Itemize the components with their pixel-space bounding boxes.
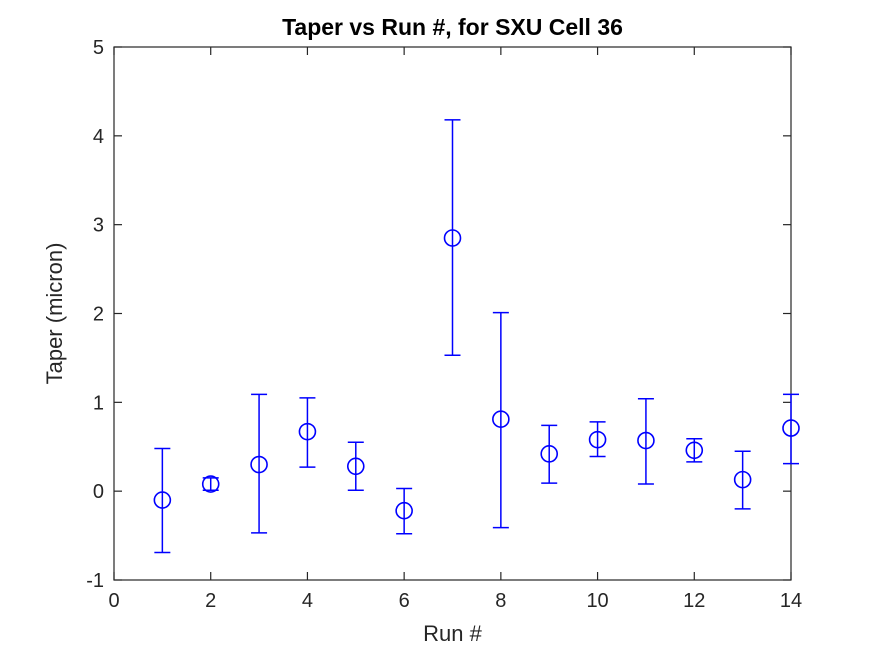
data-point-run-3: [250, 393, 268, 534]
y-tick-label: 2: [93, 304, 104, 326]
data-point-run-13: [733, 450, 752, 510]
data-marker-circle: [733, 470, 752, 489]
x-axis-label: Run #: [423, 621, 482, 646]
x-tick-label: 0: [108, 590, 119, 612]
data-marker-circle: [153, 491, 172, 509]
x-tick-label: 6: [399, 590, 410, 612]
data-point-run-8: [492, 311, 510, 529]
data-marker-circle: [395, 501, 413, 520]
data-point-run-1: [153, 447, 172, 554]
data-point-run-7: [443, 119, 462, 357]
axis-ticks: [113, 46, 792, 581]
data-point-run-4: [298, 397, 317, 468]
data-marker-circle: [492, 410, 510, 429]
y-tick-label: 0: [93, 481, 104, 503]
data-marker-circle: [298, 422, 317, 441]
data-marker-circle: [588, 430, 607, 449]
x-tick-label: 14: [780, 590, 802, 612]
data-marker-circle: [540, 445, 559, 463]
data-point-run-10: [588, 421, 607, 458]
y-tick-label: 5: [93, 37, 104, 59]
x-tick-label: 4: [302, 590, 313, 612]
data-marker-circle: [346, 457, 365, 476]
data-marker-circle: [201, 475, 220, 493]
chart-title: Taper vs Run #, for SXU Cell 36: [282, 14, 623, 40]
x-tick-label: 10: [586, 590, 608, 612]
data-marker-circle: [782, 419, 800, 437]
data-marker-circle: [637, 431, 655, 450]
x-tick-label: 8: [495, 590, 506, 612]
y-axis-label: Taper (micron): [42, 243, 67, 385]
y-tick-label: 1: [93, 392, 104, 414]
x-tick-label: 2: [205, 590, 216, 612]
x-tick-label: 12: [683, 590, 705, 612]
data-point-run-6: [395, 487, 413, 535]
data-point-run-5: [346, 441, 365, 492]
data-point-run-9: [540, 424, 559, 484]
data-marker-circle: [250, 455, 268, 474]
y-tick-label: -1: [86, 570, 104, 592]
y-tick-label: 4: [93, 126, 104, 148]
data-point-run-12: [685, 438, 704, 463]
data-series: [153, 119, 800, 554]
y-tick-label: 3: [93, 215, 104, 237]
data-marker-circle: [685, 441, 704, 460]
data-point-run-11: [637, 398, 655, 485]
data-point-run-14: [782, 393, 800, 465]
data-point-run-2: [201, 475, 220, 493]
data-marker-circle: [443, 229, 462, 247]
